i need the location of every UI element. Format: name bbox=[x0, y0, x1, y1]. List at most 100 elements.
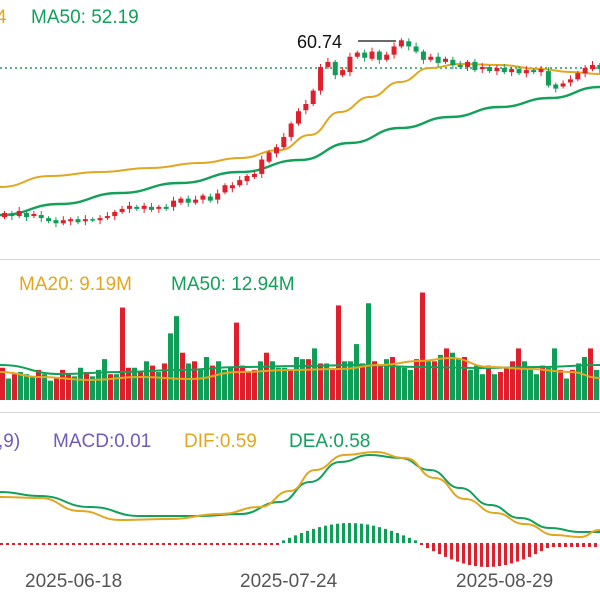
volume-bar bbox=[66, 374, 71, 400]
macd-histogram-bar bbox=[588, 543, 591, 547]
macd-histogram-bar bbox=[30, 543, 33, 545]
candle bbox=[310, 90, 316, 105]
candle bbox=[597, 64, 600, 70]
macd-histogram-bar bbox=[180, 543, 183, 545]
volume-bar bbox=[372, 361, 377, 400]
macd-histogram-bar bbox=[114, 543, 117, 545]
macd-histogram-bar bbox=[396, 533, 399, 543]
volume-ma20-line bbox=[0, 356, 600, 382]
dif-line bbox=[0, 450, 600, 539]
ma20-line bbox=[0, 62, 600, 188]
macd-histogram-bar bbox=[108, 543, 111, 545]
volume-bar bbox=[408, 369, 413, 400]
volume-bar bbox=[462, 357, 467, 400]
macd-histogram-bar bbox=[348, 523, 351, 543]
macd-histogram-bar bbox=[318, 527, 321, 543]
volume-bar bbox=[264, 352, 269, 400]
volume-bar bbox=[402, 367, 407, 400]
volume-bar bbox=[276, 367, 281, 400]
macd-histogram-bar bbox=[528, 543, 531, 557]
macd-histogram-bar bbox=[564, 543, 567, 547]
volume-bar bbox=[312, 348, 317, 400]
volume-bar bbox=[516, 348, 521, 400]
candle bbox=[523, 70, 529, 74]
candle bbox=[538, 69, 544, 73]
x-axis-date-label: 2025-06-18 bbox=[25, 571, 123, 592]
candle bbox=[222, 185, 228, 193]
volume-bar bbox=[570, 369, 575, 400]
volume-bar bbox=[348, 361, 353, 400]
volume-bar bbox=[174, 316, 179, 400]
macd-histogram-bar bbox=[18, 543, 21, 545]
candle bbox=[24, 212, 30, 218]
volume-bar bbox=[210, 365, 215, 400]
volume-bar bbox=[216, 361, 221, 400]
volume-bar bbox=[138, 372, 143, 400]
candle bbox=[332, 61, 338, 76]
macd-histogram-bar bbox=[282, 540, 285, 543]
candle bbox=[31, 214, 37, 217]
volume-bar bbox=[540, 365, 545, 400]
candle bbox=[303, 104, 309, 111]
macd-histogram-bar bbox=[300, 533, 303, 543]
volume-bar bbox=[360, 363, 365, 400]
volume-bar bbox=[486, 365, 491, 400]
volume-bar bbox=[534, 374, 539, 400]
volume-bar bbox=[48, 380, 53, 400]
volume-bar bbox=[378, 365, 383, 400]
macd-histogram-bar bbox=[372, 525, 375, 543]
macd-histogram-bar bbox=[306, 530, 309, 543]
volume-bar bbox=[30, 376, 35, 400]
volume-bar bbox=[552, 348, 557, 400]
macd-histogram-bar bbox=[72, 543, 75, 545]
candle bbox=[53, 220, 59, 224]
macd-histogram-bar bbox=[378, 527, 381, 543]
candle bbox=[60, 220, 66, 224]
macd-histogram-bar bbox=[354, 523, 357, 543]
volume-bar bbox=[0, 367, 5, 400]
volume-panel bbox=[0, 292, 600, 400]
macd-histogram-bar bbox=[168, 543, 171, 545]
volume-bar bbox=[504, 367, 509, 400]
macd-histogram-bar bbox=[258, 543, 261, 545]
volume-bar bbox=[144, 361, 149, 400]
candle bbox=[354, 52, 360, 57]
volume-bar bbox=[120, 307, 125, 400]
macd-histogram-bar bbox=[24, 543, 27, 545]
candle bbox=[178, 198, 184, 203]
candle bbox=[384, 54, 390, 60]
macd-histogram-bar bbox=[6, 543, 9, 545]
candle bbox=[376, 51, 382, 60]
volume-bar bbox=[234, 322, 239, 400]
volume-bar bbox=[342, 361, 347, 400]
volume-bar bbox=[72, 376, 77, 400]
volume-bar bbox=[42, 374, 47, 400]
volume-bar bbox=[306, 359, 311, 400]
macd-histogram-bar bbox=[60, 543, 63, 545]
candle bbox=[509, 69, 515, 73]
macd-histogram-bar bbox=[492, 543, 495, 567]
candle bbox=[16, 210, 22, 217]
macd-histogram-bar bbox=[48, 543, 51, 545]
candle bbox=[443, 58, 448, 62]
volume-bar bbox=[228, 367, 233, 400]
macd-histogram-bar bbox=[78, 543, 81, 545]
candle bbox=[171, 200, 177, 207]
macd-histogram-bar bbox=[90, 543, 93, 545]
candle bbox=[141, 205, 147, 209]
price-panel: 60.74 bbox=[0, 32, 600, 228]
candle bbox=[406, 41, 412, 47]
macd-histogram-bar bbox=[96, 543, 99, 545]
volume-bar bbox=[114, 374, 119, 400]
macd-histogram-bar bbox=[570, 543, 573, 547]
macd-histogram-bar bbox=[438, 543, 441, 555]
volume-bar bbox=[510, 361, 515, 400]
volume-bar bbox=[162, 363, 167, 400]
candle bbox=[575, 73, 581, 80]
candle bbox=[582, 68, 588, 74]
candle bbox=[90, 219, 96, 221]
candle bbox=[325, 61, 331, 68]
volume-bar bbox=[336, 305, 341, 400]
candle bbox=[266, 152, 272, 162]
macd-histogram-bar bbox=[186, 543, 189, 545]
